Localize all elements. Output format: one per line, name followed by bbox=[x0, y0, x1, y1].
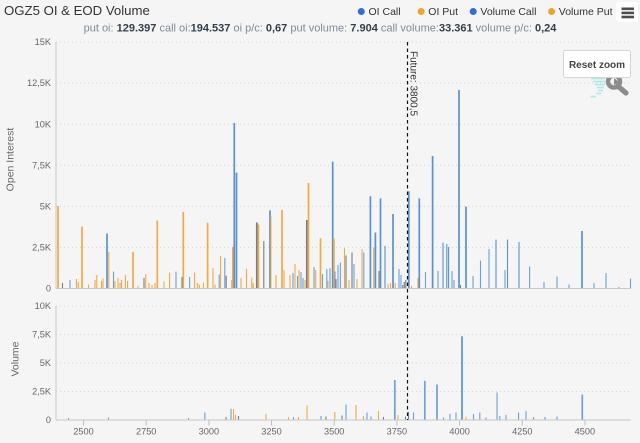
svg-text:Open Interest: Open Interest bbox=[5, 128, 17, 192]
svg-text:2,5K: 2,5K bbox=[32, 387, 52, 397]
svg-text:OGZ5 OI & EOD Volume: OGZ5 OI & EOD Volume bbox=[4, 3, 150, 18]
svg-text:12,5K: 12,5K bbox=[27, 78, 52, 88]
svg-text:3250: 3250 bbox=[261, 427, 281, 437]
svg-text:Volume: Volume bbox=[10, 341, 22, 376]
svg-text:10K: 10K bbox=[35, 119, 52, 129]
svg-text:4500: 4500 bbox=[575, 427, 595, 437]
svg-text:OI Call: OI Call bbox=[369, 6, 401, 18]
svg-text:Volume Put: Volume Put bbox=[559, 6, 613, 18]
svg-text:7,5K: 7,5K bbox=[32, 160, 52, 170]
svg-text:7,5K: 7,5K bbox=[32, 330, 52, 340]
svg-text:2500: 2500 bbox=[73, 427, 93, 437]
svg-text:3000: 3000 bbox=[199, 427, 219, 437]
svg-text:15K: 15K bbox=[35, 37, 52, 47]
svg-text:0: 0 bbox=[46, 284, 51, 294]
svg-text:3750: 3750 bbox=[387, 427, 407, 437]
svg-text:2750: 2750 bbox=[136, 427, 156, 437]
svg-text:10K: 10K bbox=[35, 301, 52, 311]
svg-text:4000: 4000 bbox=[449, 427, 469, 437]
svg-text:OI Put: OI Put bbox=[428, 6, 458, 18]
svg-text:5K: 5K bbox=[40, 202, 52, 212]
svg-text:Reset zoom: Reset zoom bbox=[569, 60, 625, 71]
svg-text:Volume Call: Volume Call bbox=[480, 6, 536, 18]
svg-text:5K: 5K bbox=[40, 358, 52, 368]
svg-text:3500: 3500 bbox=[324, 427, 344, 437]
svg-text:0: 0 bbox=[46, 415, 51, 425]
svg-text:4250: 4250 bbox=[512, 427, 532, 437]
svg-text:Future: 3800,5: Future: 3800,5 bbox=[408, 51, 419, 116]
svg-text:2,5K: 2,5K bbox=[32, 243, 52, 253]
svg-text:put oi: 129.397 call oi:194.53: put oi: 129.397 call oi:194.537 oi p/c: … bbox=[84, 23, 558, 35]
